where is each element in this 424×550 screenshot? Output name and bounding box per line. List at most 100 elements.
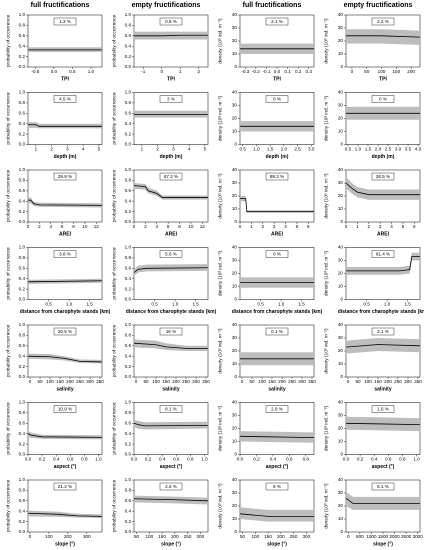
y-tick-label: 20: [338, 38, 344, 43]
x-tick-label: 50: [143, 379, 149, 384]
y-tick-label: 20: [338, 193, 344, 198]
annotation: 20.5 %: [58, 329, 72, 334]
x-tick-label: 0.2: [253, 457, 260, 462]
x-axis-label: TPI: [273, 76, 281, 82]
y-tick-label: 1.0: [125, 167, 132, 172]
y-tick-label: 0.8: [125, 255, 132, 260]
y-tick-label: 0.2: [19, 209, 26, 214]
x-tick-label: 200: [278, 379, 286, 384]
annotation-box: [371, 172, 395, 181]
x-tick-label: 200: [64, 534, 72, 539]
y-tick-label: 0.6: [19, 498, 26, 503]
y-tick-label: 10: [338, 51, 344, 56]
y-tick-label: 10: [338, 284, 344, 289]
y-tick-label: 0.4: [125, 198, 132, 203]
y-tick-label: 0: [234, 219, 237, 224]
x-tick-label: 0.5: [257, 302, 264, 307]
x-tick-label: 300: [303, 534, 311, 539]
x-tick-label: 12: [94, 224, 100, 229]
y-tick-label: 0.0: [125, 452, 132, 457]
x-tick-label: 1.0: [95, 457, 102, 462]
x-tick-label: 0.2: [295, 69, 302, 74]
annotation-box: [371, 17, 395, 26]
x-tick-label: 0.2: [39, 457, 46, 462]
y-tick-label: 1.0: [19, 167, 26, 172]
x-tick-label: 5: [98, 147, 101, 152]
y-axis-label: probability of occurrence: [111, 92, 117, 145]
y-tick-label: 10: [232, 439, 238, 444]
y-tick-label: 0.4: [19, 121, 26, 126]
y-axis-label: probability of occurrence: [5, 480, 11, 533]
x-tick-label: 350: [96, 379, 104, 384]
x-tick-label: 0.2: [357, 457, 364, 462]
annotation-box: [371, 95, 395, 103]
y-tick-label: 0.0: [19, 64, 26, 69]
x-tick-label: 10: [82, 224, 88, 229]
y-tick-label: 30: [232, 413, 238, 418]
annotation: 6.1 %: [377, 484, 389, 489]
x-tick-label: 0.0: [25, 457, 32, 462]
y-tick-label: 0: [234, 529, 237, 534]
x-tick-label: 0: [133, 224, 136, 229]
confidence-band: [134, 339, 208, 351]
y-tick-label: 0: [340, 64, 343, 69]
y-tick-label: 40: [232, 12, 238, 17]
x-tick-label: 1.5: [404, 302, 411, 307]
annotation: 26.5 %: [376, 174, 390, 179]
y-tick-label: 40: [232, 167, 238, 172]
y-tick-label: 0: [340, 219, 343, 224]
confidence-band: [134, 183, 208, 200]
x-axis-label: distance from charophyte stands (km): [232, 309, 323, 315]
y-axis-label: probability of occurrence: [111, 247, 117, 300]
x-tick-label: 300: [197, 534, 205, 539]
x-tick-label: 4.0: [415, 147, 422, 152]
x-tick-label: 150: [162, 379, 170, 384]
x-axis-label: TPI: [167, 76, 175, 82]
confidence-band: [346, 252, 420, 275]
x-axis-label: depth (m): [54, 154, 77, 160]
x-tick-label: 4: [390, 224, 393, 229]
y-axis-label: probability of occurrence: [111, 325, 117, 378]
annotation-box: [159, 482, 183, 491]
annotation-box: [265, 405, 289, 413]
x-tick-label: 2000: [389, 534, 400, 539]
annotation-box: [265, 95, 289, 103]
y-tick-label: 20: [232, 426, 238, 431]
x-axis-label: distance from charophyte stands (km): [20, 309, 111, 315]
response-line: [133, 185, 208, 198]
annotation-box: [53, 95, 77, 103]
y-axis-label: probability of occurrence: [5, 15, 11, 68]
y-tick-label: 0.0: [19, 142, 26, 147]
x-tick-label: 150: [392, 69, 400, 74]
y-tick-label: 10: [232, 206, 238, 211]
y-tick-label: 20: [338, 503, 344, 508]
y-tick-label: 0.4: [19, 276, 26, 281]
y-tick-label: 40: [338, 167, 344, 172]
x-axis-label: aspect (°): [266, 464, 289, 470]
y-tick-label: 30: [338, 180, 344, 185]
x-tick-label: 200: [277, 534, 285, 539]
y-tick-label: 0.2: [19, 286, 26, 291]
x-tick-label: 1.0: [253, 147, 260, 152]
response-line: [134, 34, 208, 37]
x-tick-label: 200: [66, 379, 74, 384]
y-tick-label: 0.8: [125, 178, 132, 183]
x-tick-label: 0.0: [343, 457, 350, 462]
y-tick-label: 40: [232, 245, 238, 250]
y-axis-label: probability of occurrence: [111, 402, 117, 455]
y-tick-label: 1.0: [125, 245, 132, 250]
y-tick-label: 10: [232, 516, 238, 521]
y-axis-label: probability of occurrence: [111, 15, 117, 68]
y-tick-label: 10: [338, 206, 344, 211]
annotation-box: [159, 327, 183, 336]
annotation-box: [53, 17, 77, 26]
x-tick-label: 1500: [378, 534, 389, 539]
annotation: 4.5 %: [59, 96, 71, 101]
x-tick-label: 0.5: [345, 147, 352, 152]
annotation: 1.3 %: [59, 19, 71, 24]
annotation: 3 %: [167, 96, 175, 101]
x-axis-label: TPI: [379, 76, 387, 82]
y-tick-label: 0.6: [19, 33, 26, 38]
x-tick-label: -0.1: [262, 69, 270, 74]
x-tick-label: 2: [144, 224, 147, 229]
